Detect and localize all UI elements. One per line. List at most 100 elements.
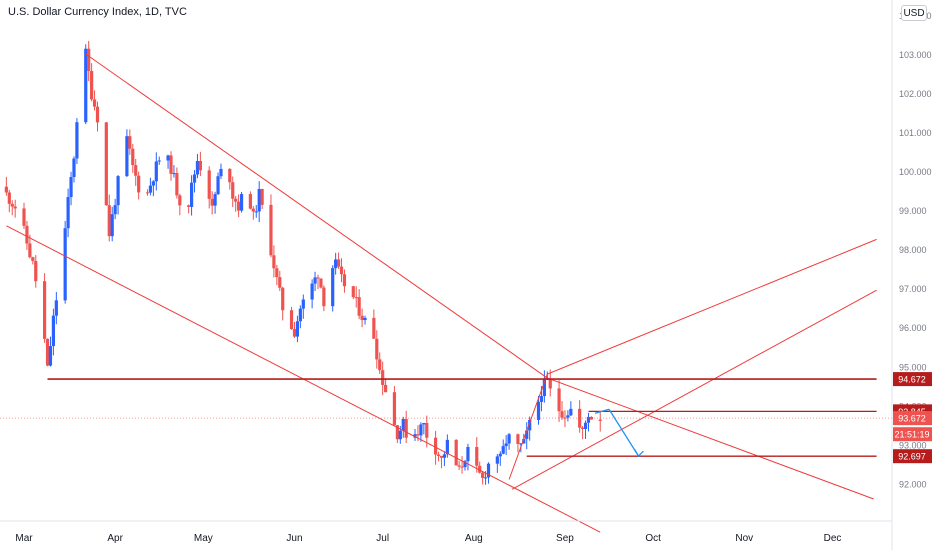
rising-channel-upper: [508, 238, 877, 480]
candle-body: [375, 338, 379, 360]
candle-body: [7, 192, 11, 204]
candle-body: [125, 136, 129, 177]
candle-body: [151, 181, 155, 186]
candle-body: [178, 195, 182, 206]
y-tick-label: 103.000: [899, 50, 932, 60]
candle-body: [75, 122, 79, 159]
candle-body: [4, 186, 8, 193]
candle-body: [501, 446, 505, 454]
candle-body: [48, 346, 53, 366]
candle-body: [281, 287, 285, 311]
candle-body: [301, 299, 305, 309]
candle-body: [336, 259, 341, 267]
y-tick-label: 95.000: [899, 362, 927, 372]
candle-body: [66, 197, 70, 229]
price-label-text: 93.672: [898, 414, 926, 424]
candle-body: [25, 225, 29, 244]
candle-body: [148, 185, 153, 193]
candle-body: [84, 48, 88, 123]
candle-body: [128, 136, 132, 149]
candle-body: [54, 300, 58, 316]
candle-body: [478, 465, 482, 473]
candle-body: [189, 182, 194, 207]
candle-body: [507, 434, 511, 444]
candle-body: [187, 205, 191, 207]
candle-body: [157, 160, 161, 162]
candle-body: [442, 454, 447, 458]
candle-body: [10, 203, 14, 207]
candle-body: [154, 161, 158, 182]
y-tick-label: 93.000: [899, 440, 927, 450]
x-tick-label: Apr: [107, 533, 123, 544]
candle-body: [175, 173, 179, 196]
x-tick-label: May: [194, 533, 213, 544]
price-label-text: 92.697: [898, 452, 926, 462]
candle-body: [110, 214, 114, 237]
candle-body: [560, 411, 564, 418]
candle-body: [254, 211, 258, 213]
y-tick-label: 99.000: [899, 206, 927, 216]
candle-body: [213, 194, 217, 206]
candle-body: [583, 422, 588, 429]
currency-button[interactable]: USD: [901, 5, 927, 21]
candle-body: [339, 266, 344, 275]
candle-body: [483, 477, 488, 479]
candle-body: [425, 422, 429, 438]
candle-body: [260, 189, 264, 205]
candle-body: [536, 401, 541, 420]
candle-body: [342, 274, 347, 287]
candle-body: [351, 286, 355, 298]
projection-arrow: [608, 408, 640, 457]
candle-body: [331, 268, 335, 307]
candle-body: [22, 208, 26, 226]
candle-body: [95, 106, 100, 123]
candle-body: [192, 174, 197, 183]
candle-body: [51, 315, 55, 347]
candle-body: [522, 438, 526, 444]
candle-body: [239, 194, 244, 211]
candle-body: [445, 439, 449, 455]
candle-body: [216, 176, 220, 195]
candle-body: [372, 317, 376, 339]
candle-body: [434, 437, 438, 455]
candle-body: [292, 329, 297, 337]
candle-body: [269, 204, 273, 256]
y-tick-label: 98.000: [899, 245, 927, 255]
x-tick-label: Dec: [824, 533, 842, 544]
candle-body: [251, 208, 255, 212]
candle-body: [466, 446, 470, 462]
candle-body: [210, 198, 214, 206]
candle-body: [219, 168, 223, 177]
candle-body: [172, 173, 176, 175]
candle-body: [392, 392, 397, 426]
x-tick-label: Jul: [376, 533, 389, 544]
candle-body: [195, 160, 200, 175]
candle-body: [378, 359, 382, 371]
candle-body: [419, 424, 423, 436]
candle-body: [566, 415, 570, 418]
candle-body: [436, 454, 441, 456]
candle-body: [460, 466, 464, 468]
x-tick-label: Oct: [645, 533, 661, 544]
candle-body: [363, 317, 367, 321]
candle-body: [107, 205, 111, 237]
candle-body: [586, 416, 591, 423]
projection-arrow-lead: [594, 408, 610, 414]
x-tick-label: Mar: [15, 533, 33, 544]
candle-body: [90, 71, 94, 100]
drawings-layer: [0, 53, 892, 533]
price-label-text: 94.672: [898, 375, 926, 385]
chart-title: U.S. Dollar Currency Index, 1D, TVC: [8, 6, 187, 18]
candle-body: [422, 422, 426, 425]
x-tick-label: Nov: [735, 533, 753, 544]
candle-body: [454, 439, 458, 466]
candle-body: [569, 408, 573, 416]
candle-body: [42, 281, 47, 339]
candle-body: [539, 396, 544, 402]
x-tick-label: Aug: [465, 533, 483, 544]
candle-body: [313, 277, 317, 284]
price-label-text: 21:51:19: [894, 430, 929, 440]
